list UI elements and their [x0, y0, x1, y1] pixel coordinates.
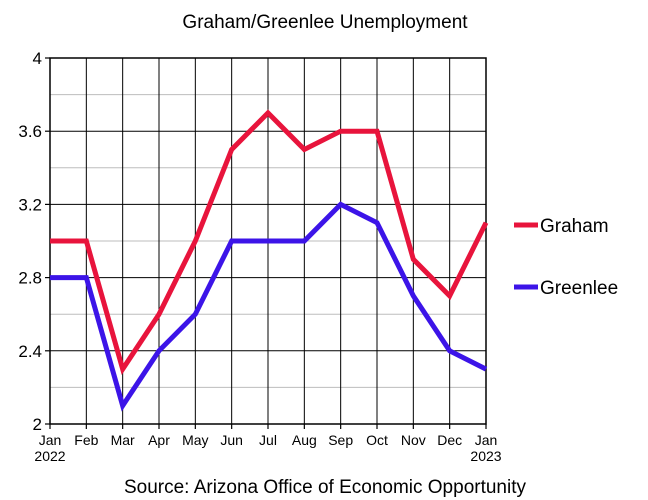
x-tick-label: Sep [328, 432, 353, 448]
series-line-greenlee [50, 201, 488, 412]
x-tick-year-label: 2023 [470, 448, 501, 464]
x-tick-label: Jan [475, 432, 498, 448]
x-tick-label: Oct [366, 432, 388, 448]
series-line-graham [50, 109, 489, 376]
x-tick-label: Jan [39, 432, 62, 448]
y-tick-label: 2.8 [18, 269, 42, 288]
legend-label-graham: Graham [540, 216, 609, 237]
series-lines [50, 109, 489, 412]
x-tick-label: May [182, 432, 208, 448]
y-tick-label: 3.6 [18, 122, 42, 141]
x-tick-label: Apr [148, 432, 170, 448]
x-tick-label: Aug [292, 432, 317, 448]
legend: Graham Greenlee [514, 216, 618, 299]
chart-title: Graham/Greenlee Unemployment [182, 12, 468, 33]
x-tick-label: Jul [259, 432, 277, 448]
source-note: Source: Arizona Office of Economic Oppor… [124, 477, 527, 498]
x-tick-year-label: 2022 [34, 448, 65, 464]
x-tick-label: Nov [401, 432, 426, 448]
x-tick-label: Mar [111, 432, 135, 448]
y-tick-label: 2 [33, 415, 42, 434]
y-tick-label: 3.2 [18, 195, 42, 214]
x-tick-label: Dec [437, 432, 462, 448]
x-tick-label: Feb [74, 432, 98, 448]
legend-label-greenlee: Greenlee [540, 278, 618, 299]
x-tick-label: Jun [220, 432, 243, 448]
y-tick-label: 4 [33, 49, 42, 68]
y-tick-label: 2.4 [18, 342, 42, 361]
y-axis-ticks: 2 2.4 2.8 3.2 3.6 4 [18, 49, 50, 434]
